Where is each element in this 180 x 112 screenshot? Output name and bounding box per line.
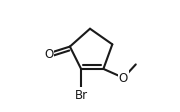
- Text: O: O: [44, 47, 53, 60]
- Text: Br: Br: [75, 88, 88, 101]
- Text: O: O: [119, 72, 128, 85]
